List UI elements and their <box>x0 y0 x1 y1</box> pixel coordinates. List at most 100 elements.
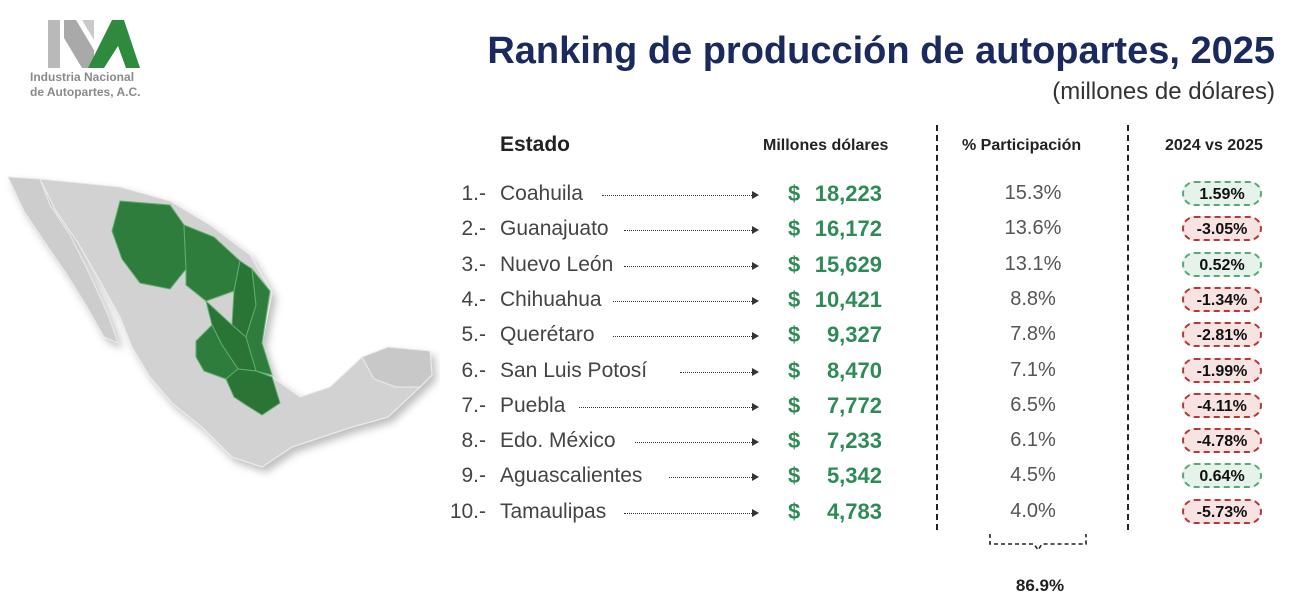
column-divider <box>1127 125 1129 530</box>
row-leader-line <box>624 265 752 267</box>
row-change-badge: -4.78% <box>1182 428 1262 454</box>
row-share: 6.5% <box>1010 393 1056 416</box>
row-change-badge: -4.11% <box>1182 392 1262 418</box>
row-rank: 6.- <box>461 358 486 382</box>
row-state: Querétaro <box>500 323 595 347</box>
row-leader-line <box>635 442 752 444</box>
row-arrow-icon <box>752 402 759 411</box>
row-arrow-icon <box>752 296 759 305</box>
row-share: 8.8% <box>1010 287 1056 310</box>
row-share: 6.1% <box>1010 429 1056 452</box>
row-amount: 8,470 <box>826 357 882 383</box>
row-arrow-icon <box>752 438 759 447</box>
row-leader-line <box>624 230 752 232</box>
row-amount: 15,629 <box>814 251 882 277</box>
row-amount: 4,783 <box>826 498 882 524</box>
logo-line-1: Industria Nacional <box>30 70 135 84</box>
row-amount: 16,172 <box>814 216 882 242</box>
row-state: Aguascalientes <box>500 464 643 488</box>
row-share: 7.8% <box>1010 323 1056 346</box>
header-change: 2024 vs 2025 <box>1165 137 1263 154</box>
row-amount: 7,772 <box>826 392 882 418</box>
total-share: 86.9% <box>1015 576 1065 595</box>
row-share: 13.6% <box>1004 217 1062 240</box>
logo-text: Industria Nacional de Autopartes, A.C. <box>30 70 140 100</box>
row-rank: 10.- <box>449 499 486 523</box>
row-leader-line <box>668 477 752 479</box>
table-row: 10.- Tamaulipas $4,783 4.0% -5.73% <box>0 496 1302 531</box>
row-share: 7.1% <box>1010 358 1056 381</box>
row-amount: 7,233 <box>826 428 882 454</box>
table-row: 6.- San Luis Potosí $8,470 7.1% -1.99% <box>0 355 1302 390</box>
header-value: Millones dólares <box>763 137 889 154</box>
row-rank: 3.- <box>461 252 486 276</box>
row-change-badge: 0.52% <box>1182 251 1262 277</box>
page-subtitle: (millones de dólares) <box>1052 78 1275 105</box>
row-state: Chihuahua <box>500 287 602 311</box>
table-row: 3.- Nuevo León $15,629 13.1% 0.52% <box>0 249 1302 284</box>
row-arrow-icon <box>752 191 759 199</box>
row-currency: $ <box>788 428 801 454</box>
row-leader-line <box>624 512 752 514</box>
row-currency: $ <box>788 498 801 524</box>
row-leader-line <box>579 406 752 408</box>
row-arrow-icon <box>752 332 759 341</box>
row-rank: 1.- <box>461 182 486 205</box>
row-state: Nuevo León <box>500 252 614 276</box>
row-currency: $ <box>788 463 801 489</box>
row-state: Coahuila <box>500 182 583 205</box>
row-currency: $ <box>788 392 801 418</box>
row-currency: $ <box>788 322 801 348</box>
page-title: Ranking de producción de autopartes, 202… <box>487 30 1275 72</box>
row-value: $10,421 <box>788 287 882 313</box>
row-change-badge: -1.34% <box>1182 286 1262 312</box>
row-change-badge: -3.05% <box>1182 216 1262 242</box>
row-share: 13.1% <box>1004 252 1062 275</box>
row-share: 4.0% <box>1010 499 1056 522</box>
total-brace <box>989 534 1087 552</box>
row-leader-line <box>601 195 752 196</box>
header-state: Estado <box>500 133 571 156</box>
row-leader-line <box>680 371 752 373</box>
row-state: Tamaulipas <box>500 499 607 523</box>
row-arrow-icon <box>752 473 759 482</box>
row-change-badge: -2.81% <box>1182 322 1262 348</box>
table-row: 8.- Edo. México $7,233 6.1% -4.78% <box>0 425 1302 460</box>
row-value: $18,223 <box>788 181 882 207</box>
row-change-badge: -1.99% <box>1182 357 1262 383</box>
row-currency: $ <box>788 251 801 277</box>
row-share: 4.5% <box>1010 464 1056 487</box>
table-row: 9.- Aguascalientes $5,342 4.5% 0.64% <box>0 460 1302 495</box>
row-value: $7,772 <box>788 393 882 419</box>
row-amount: 9,327 <box>826 322 882 348</box>
row-state: Edo. México <box>500 429 616 453</box>
row-rank: 7.- <box>461 393 486 417</box>
row-change-badge: 0.64% <box>1182 463 1262 489</box>
row-rank: 9.- <box>461 464 486 488</box>
row-arrow-icon <box>752 261 759 270</box>
table-row: 7.- Puebla $7,772 6.5% -4.11% <box>0 390 1302 425</box>
column-divider <box>936 125 938 530</box>
row-state: Guanajuato <box>500 217 609 241</box>
row-currency: $ <box>788 286 801 312</box>
row-currency: $ <box>788 216 801 242</box>
row-amount: 18,223 <box>814 181 882 206</box>
row-currency: $ <box>788 357 801 383</box>
table-row: 2.- Guanajuato $16,172 13.6% -3.05% <box>0 213 1302 248</box>
row-leader-line <box>612 300 752 302</box>
row-value: $9,327 <box>788 322 882 348</box>
row-leader-line <box>612 336 752 338</box>
row-currency: $ <box>788 181 801 206</box>
row-value: $16,172 <box>788 216 882 242</box>
row-amount: 5,342 <box>826 463 882 489</box>
row-value: $8,470 <box>788 358 882 384</box>
row-value: $15,629 <box>788 252 882 278</box>
row-value: $4,783 <box>788 499 882 525</box>
row-arrow-icon <box>752 367 759 376</box>
row-state: Puebla <box>500 393 566 417</box>
row-value: $7,233 <box>788 428 882 454</box>
row-value: $5,342 <box>788 463 882 489</box>
mexico-map-icon <box>7 176 433 468</box>
ina-logo <box>48 20 140 68</box>
row-rank: 2.- <box>461 217 486 241</box>
